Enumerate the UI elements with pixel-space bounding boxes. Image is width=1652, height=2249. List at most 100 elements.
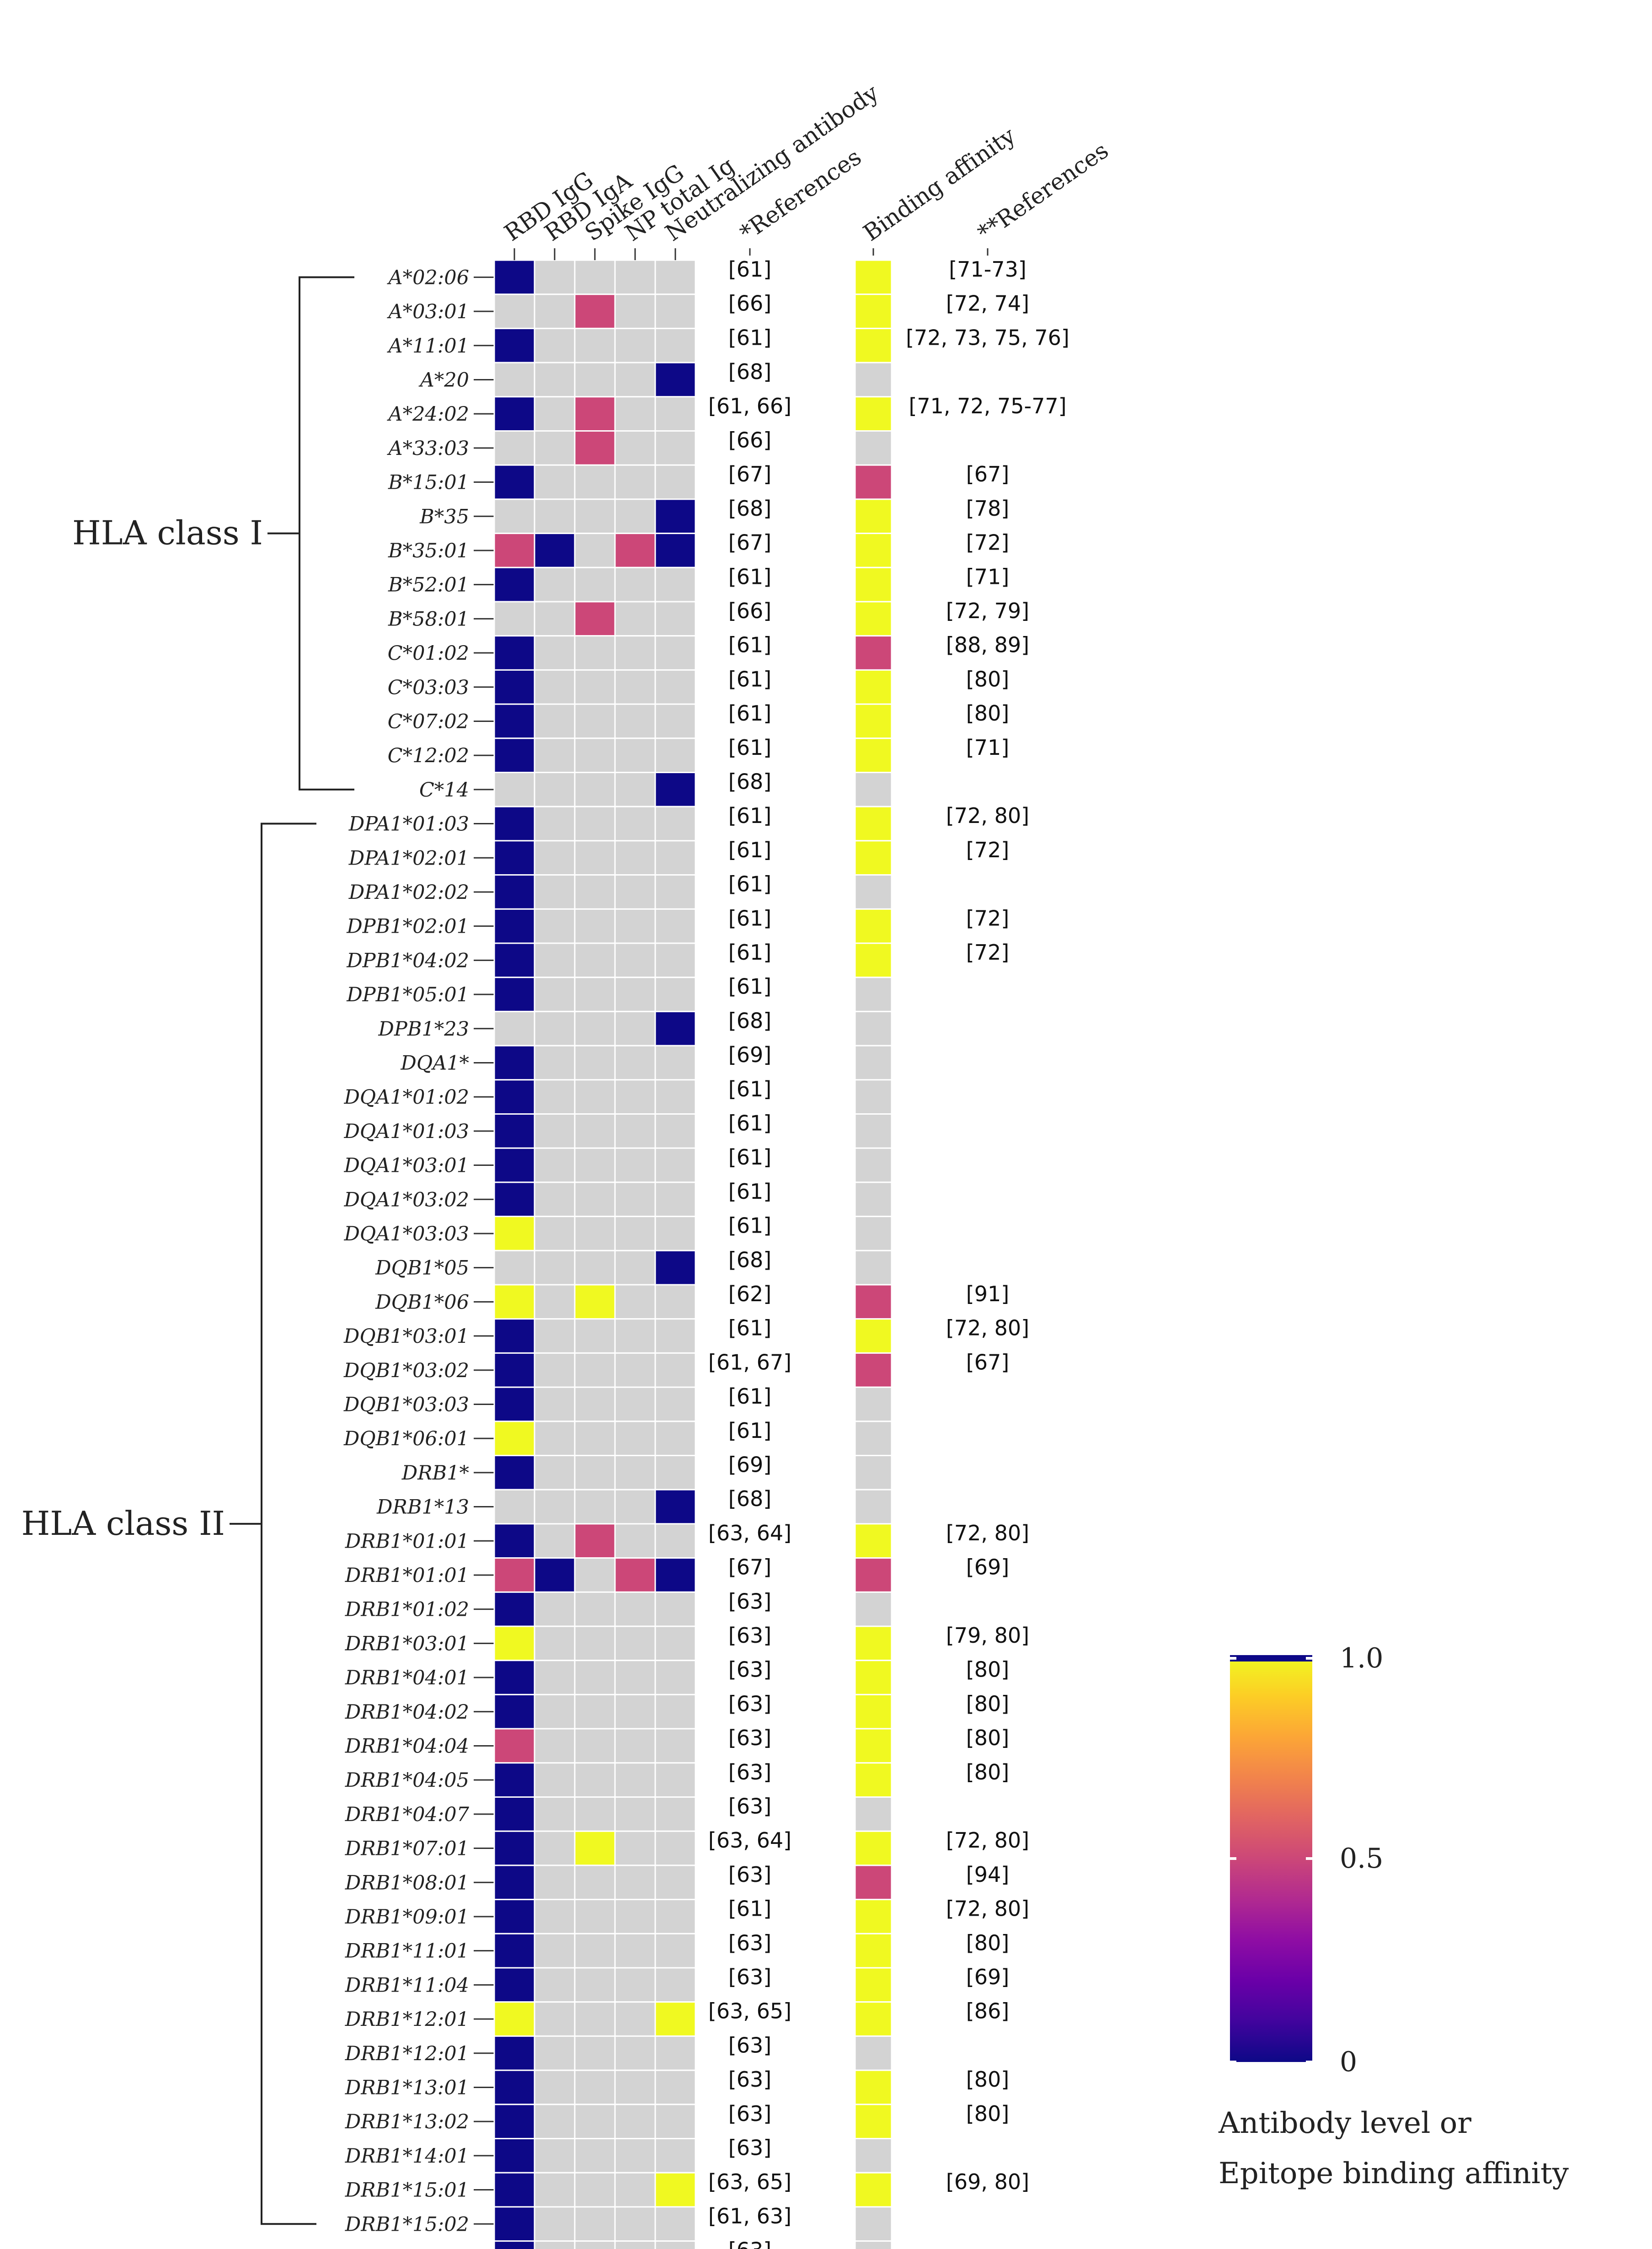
legend-colorbar <box>1230 1655 1312 2062</box>
heatmap-cell <box>654 1489 696 1525</box>
heatmap-cell <box>493 1352 535 1388</box>
heatmap-cell <box>493 1318 535 1354</box>
binding-affinity-cell <box>854 1421 893 1457</box>
allele-label: B*52:01 <box>388 574 469 597</box>
heatmap-cell <box>534 2069 576 2105</box>
heatmap-cell <box>614 2206 656 2242</box>
heatmap-cell <box>534 1625 576 1661</box>
allele-label: DPA1*02:01 <box>348 847 469 870</box>
heatmap-cell <box>493 1045 535 1081</box>
reference-label: [68] <box>728 1008 771 1033</box>
heatmap-cell <box>574 498 616 534</box>
allele-label: DRB1*04:01 <box>345 1667 469 1689</box>
heatmap-cell <box>614 2172 656 2208</box>
group-bracket <box>267 276 354 791</box>
heatmap-cell <box>534 1899 576 1934</box>
heatmap-cell <box>534 772 576 807</box>
allele-label: DRB1*11:04 <box>345 1974 469 1997</box>
allele-label: DRB1*12:01 <box>345 2008 469 2031</box>
heatmap-cell <box>493 1899 535 1934</box>
binding-affinity-cell <box>854 840 893 876</box>
heatmap-cell <box>574 1010 616 1047</box>
heatmap-cell <box>614 2104 656 2139</box>
heatmap-cell <box>493 464 535 500</box>
heatmap-cell <box>534 1796 576 1832</box>
heatmap-cell <box>614 1693 656 1730</box>
heatmap-cell <box>574 2138 616 2174</box>
heatmap-cell <box>614 1147 656 1183</box>
heatmap-cell <box>493 1523 535 1559</box>
heatmap-cell <box>534 430 576 466</box>
binding-affinity-cell <box>854 1899 893 1934</box>
reference-label: [61] <box>728 940 771 965</box>
heatmap-cell <box>534 566 576 603</box>
reference-label: [68] <box>728 1486 771 1511</box>
binding-reference-label: [71, 72, 75-77] <box>909 394 1066 418</box>
allele-label: DQA1*03:01 <box>343 1154 469 1177</box>
heatmap-cell <box>534 1933 576 1969</box>
binding-affinity-cell <box>854 396 893 432</box>
binding-affinity-cell <box>854 2206 893 2242</box>
heatmap-cell <box>654 1625 696 1661</box>
reference-label: [61, 63] <box>708 2204 791 2228</box>
heatmap-cell <box>534 1045 576 1081</box>
binding-affinity-cell <box>854 498 893 534</box>
binding-reference-label: [72] <box>966 906 1009 930</box>
allele-label: DQA1*01:03 <box>343 1120 469 1143</box>
binding-reference-label: [71-73] <box>949 257 1026 282</box>
binding-affinity-cell <box>854 1284 893 1320</box>
heatmap-cell <box>534 806 576 842</box>
heatmap-cell <box>534 1455 576 1490</box>
allele-label: DRB1*04:04 <box>345 1735 469 1758</box>
heatmap-cell <box>493 908 535 944</box>
heatmap-cell <box>574 772 616 807</box>
heatmap-cell <box>534 601 576 637</box>
heatmap-cell <box>574 601 616 637</box>
heatmap-cell <box>614 1762 656 1798</box>
heatmap-cell <box>493 2138 535 2174</box>
heatmap-cell <box>614 1864 656 1901</box>
heatmap-cell <box>493 1181 535 1218</box>
allele-label: DRB1*13 <box>376 1496 469 1519</box>
heatmap-cell <box>493 2035 535 2071</box>
heatmap-cell <box>654 1864 696 1901</box>
binding-affinity-cell <box>854 2069 893 2105</box>
heatmap-cell <box>654 362 696 398</box>
binding-affinity-cell <box>854 703 893 739</box>
binding-reference-label: [80] <box>966 1760 1009 1784</box>
allele-label: DPA1*01:03 <box>348 813 469 836</box>
binding-affinity-cell <box>854 1693 893 1730</box>
heatmap-cell <box>654 1181 696 1218</box>
allele-label: A*03:01 <box>387 300 469 323</box>
heatmap-cell <box>614 566 656 603</box>
heatmap-cell <box>574 1455 616 1490</box>
heatmap-cell <box>574 806 616 842</box>
allele-label: DRB1*01:02 <box>345 1598 469 1621</box>
heatmap-cell <box>493 2104 535 2139</box>
heatmap-cell <box>654 703 696 739</box>
heatmap-cell <box>654 840 696 876</box>
heatmap-cell <box>614 908 656 944</box>
binding-affinity-cell <box>854 464 893 500</box>
heatmap-cell <box>534 1591 576 1627</box>
heatmap-cell <box>493 566 535 603</box>
reference-label: [61] <box>728 906 771 930</box>
heatmap-cell <box>614 1625 656 1661</box>
heatmap-cell <box>614 2069 656 2105</box>
reference-label: [63] <box>728 2101 771 2126</box>
reference-label: [61, 67] <box>708 1350 791 1374</box>
binding-affinity-cell <box>854 2104 893 2139</box>
heatmap-cell <box>534 1386 576 1422</box>
heatmap-cell <box>534 1010 576 1047</box>
binding-reference-label: [72, 80] <box>946 803 1029 828</box>
binding-affinity-cell <box>854 1216 893 1251</box>
allele-label: DRB1*13:01 <box>345 2076 469 2099</box>
heatmap-cell <box>574 1625 616 1661</box>
heatmap-cell <box>534 737 576 774</box>
binding-affinity-cell <box>854 1591 893 1627</box>
heatmap-cell <box>654 294 696 329</box>
binding-reference-label: [72, 73, 75, 76] <box>906 325 1069 350</box>
reference-label: [66] <box>728 428 771 453</box>
allele-label: DRB1*07:01 <box>345 1838 469 1860</box>
